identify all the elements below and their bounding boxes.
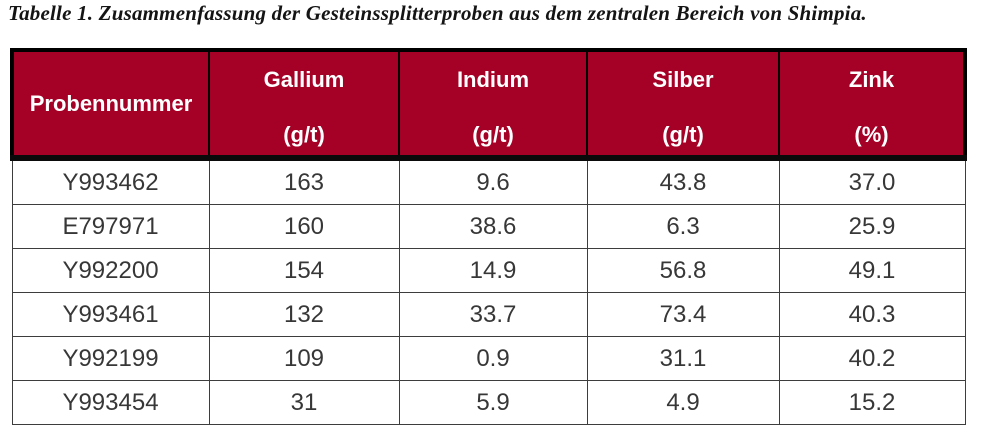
column-header-label: Probennummer [29,90,193,116]
sample-id-cell: E797971 [11,204,210,249]
column-header-unit: (g/t) [472,122,514,147]
value-cell: 163 [208,157,400,205]
value-cell: 154 [208,248,400,293]
column-header-unit: (g/t) [662,122,704,147]
column-header-unit: (%) [854,122,889,147]
sample-id-cell: Y992199 [11,336,210,381]
sample-id-cell: Y993454 [11,380,210,425]
column-header-label: Gallium [263,67,345,92]
value-cell: 37.0 [778,157,966,205]
table-row: Y993462 163 9.6 43.8 37.0 [11,157,966,205]
value-cell: 33.7 [398,292,588,337]
value-cell: 132 [208,292,400,337]
value-cell: 40.3 [778,292,966,337]
sample-id-cell: Y993462 [11,157,210,205]
value-cell: 15.2 [778,380,966,425]
value-cell: 14.9 [398,248,588,293]
table-row: E797971 160 38.6 6.3 25.9 [11,204,966,249]
column-header-zink: Zink (%) [778,48,967,161]
value-cell: 0.9 [398,336,588,381]
value-cell: 5.9 [398,380,588,425]
value-cell: 31 [208,380,400,425]
column-header-label: Zink [848,67,895,92]
column-header-indium: Indium (g/t) [398,48,588,161]
value-cell: 109 [208,336,400,381]
sample-id-cell: Y992200 [11,248,210,293]
column-header-gallium: Gallium (g/t) [208,48,400,161]
header-row: Probennummer Gallium (g/t) Indium (g/t) [10,48,967,161]
column-header-silber: Silber (g/t) [586,48,780,161]
value-cell: 6.3 [586,204,780,249]
column-header-probennummer: Probennummer [10,48,210,161]
column-header-unit: (g/t) [283,122,325,147]
value-cell: 73.4 [586,292,780,337]
value-cell: 49.1 [778,248,966,293]
data-table: Probennummer Gallium (g/t) Indium (g/t) [10,48,967,425]
table-row: Y992199 109 0.9 31.1 40.2 [11,336,966,381]
table-row: Y993461 132 33.7 73.4 40.3 [11,292,966,337]
value-cell: 38.6 [398,204,588,249]
value-cell: 56.8 [586,248,780,293]
column-header-label: Silber [652,67,714,92]
column-header-label: Indium [456,67,530,92]
sample-id-cell: Y993461 [11,292,210,337]
value-cell: 40.2 [778,336,966,381]
value-cell: 43.8 [586,157,780,205]
value-cell: 160 [208,204,400,249]
value-cell: 25.9 [778,204,966,249]
table-row: Y993454 31 5.9 4.9 15.2 [11,380,966,425]
value-cell: 31.1 [586,336,780,381]
value-cell: 9.6 [398,157,588,205]
table-row: Y992200 154 14.9 56.8 49.1 [11,248,966,293]
value-cell: 4.9 [586,380,780,425]
table-caption: Tabelle 1. Zusammenfassung der Gesteinss… [8,1,867,25]
